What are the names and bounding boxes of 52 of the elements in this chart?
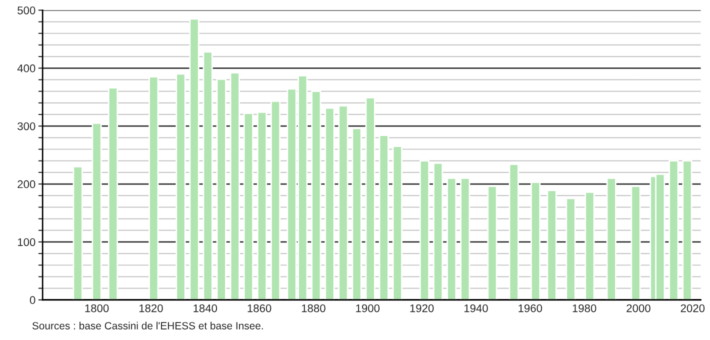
bar	[606, 178, 616, 300]
bar	[668, 160, 679, 300]
x-tick-label: 2020	[680, 304, 705, 312]
bar	[338, 105, 348, 300]
x-tick-label: 2000	[626, 304, 650, 312]
bar	[487, 186, 498, 300]
x-tick-label: 1880	[302, 304, 326, 312]
bar	[72, 166, 83, 300]
x-tick-label: 1980	[572, 304, 596, 312]
y-tick-label: 300	[18, 122, 36, 130]
bar	[682, 160, 692, 300]
bar	[270, 100, 281, 300]
bar	[108, 87, 118, 300]
bar	[584, 191, 595, 300]
bar	[256, 111, 268, 300]
bar	[324, 107, 335, 300]
bar	[566, 198, 576, 300]
x-tick-label: 1940	[464, 304, 488, 312]
bar	[92, 122, 102, 300]
source-note: Sources : base Cassini de l'EHESS et base Insee.	[32, 322, 263, 330]
y-tick-label: 0	[30, 296, 36, 304]
y-tick-label: 500	[18, 6, 36, 14]
bar	[148, 76, 159, 300]
bar	[243, 112, 254, 300]
x-tick-label: 1960	[518, 304, 542, 312]
bar	[378, 134, 389, 300]
x-tick-label: 1900	[356, 304, 380, 312]
x-tick-label: 1820	[139, 304, 163, 312]
bar	[352, 128, 362, 300]
bar	[216, 78, 226, 300]
bar	[392, 146, 402, 300]
y-tick-label: 100	[18, 238, 36, 246]
bar	[365, 96, 376, 300]
bar	[189, 18, 200, 300]
bar	[230, 72, 240, 300]
bar	[460, 178, 470, 300]
x-tick-label: 1800	[85, 304, 109, 312]
y-tick-label: 200	[18, 180, 36, 188]
bar	[311, 90, 322, 300]
bar	[630, 186, 641, 300]
x-tick-label: 1920	[410, 304, 434, 312]
y-tick-label: 400	[17, 64, 36, 72]
bar	[508, 164, 519, 300]
bar	[530, 182, 541, 300]
bar	[419, 160, 430, 300]
x-tick-label: 1860	[248, 304, 272, 312]
bar	[446, 178, 457, 300]
bar	[176, 73, 186, 300]
x-tick-label: 1840	[194, 304, 218, 312]
bar	[202, 51, 213, 300]
bar	[433, 162, 444, 300]
bar	[546, 190, 557, 300]
